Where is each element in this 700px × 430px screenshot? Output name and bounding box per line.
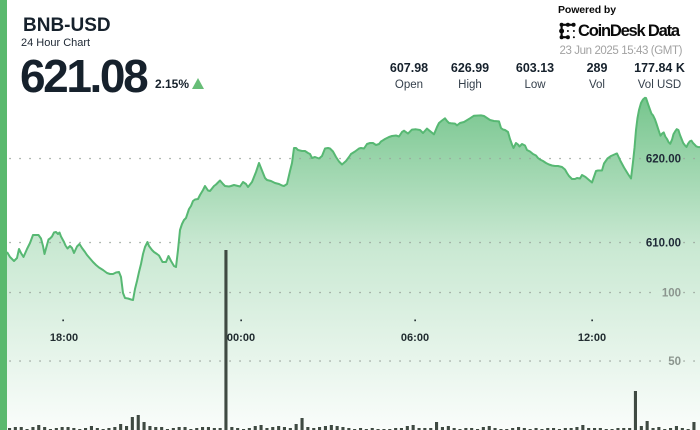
svg-text:18:00: 18:00 xyxy=(50,332,78,344)
svg-text:610.00: 610.00 xyxy=(646,238,681,250)
svg-text:50: 50 xyxy=(668,356,681,368)
svg-text:06:00: 06:00 xyxy=(401,332,429,344)
svg-text:100: 100 xyxy=(662,288,681,300)
svg-text:00:00: 00:00 xyxy=(227,332,255,344)
svg-text:620.00: 620.00 xyxy=(646,154,681,166)
svg-text:12:00: 12:00 xyxy=(578,332,606,344)
